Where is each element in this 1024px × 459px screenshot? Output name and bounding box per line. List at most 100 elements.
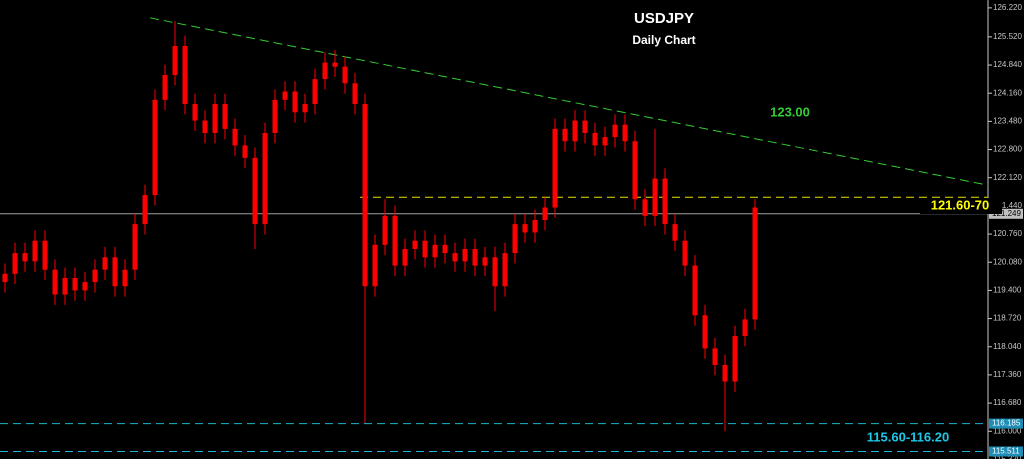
candle-body — [692, 265, 698, 316]
candle-body — [52, 269, 58, 295]
candle-body — [142, 195, 148, 225]
price-tag-box — [989, 446, 1023, 457]
y-tick-label: 120.760 — [993, 229, 1022, 238]
candle-body — [352, 83, 358, 104]
candle-body — [642, 199, 648, 216]
candle-body — [442, 244, 448, 254]
candle-body — [92, 269, 98, 283]
candle-body — [182, 45, 188, 104]
candle-body — [132, 224, 138, 270]
candle-body — [502, 253, 508, 287]
y-tick-label: 123.480 — [993, 116, 1022, 125]
candle-body — [282, 91, 288, 100]
candle-body — [2, 273, 8, 283]
y-tick-label: 116.680 — [993, 398, 1022, 407]
candle-body — [712, 348, 718, 365]
chart-subtitle: Daily Chart — [632, 33, 695, 47]
candle-body — [202, 120, 208, 133]
candle-body — [702, 315, 708, 349]
y-tick-label: 125.520 — [993, 32, 1022, 41]
candle-body — [602, 137, 608, 146]
annotation-bg — [920, 198, 1002, 214]
candle-body — [292, 91, 298, 113]
y-tick-label: 119.400 — [993, 286, 1022, 295]
candle-body — [512, 224, 518, 254]
candle-body — [382, 215, 388, 245]
y-tick-label: 121.440 — [993, 201, 1022, 210]
candle-body — [422, 240, 428, 258]
candle-body — [62, 277, 68, 295]
candle-body — [622, 124, 628, 142]
y-tick-label: 115.320 — [993, 455, 1022, 459]
candle-body — [432, 244, 438, 258]
candle-body — [472, 248, 478, 266]
candle-body — [752, 207, 758, 320]
candle-body — [102, 257, 108, 270]
candle-body — [672, 224, 678, 241]
candle-body — [552, 128, 558, 208]
candle-body — [32, 240, 38, 262]
candle-body — [232, 128, 238, 146]
candle-body — [462, 248, 468, 262]
price-tag-box — [989, 208, 1023, 219]
price-tag-label: 116.185 — [992, 419, 1021, 428]
y-tick-label: 118.040 — [993, 342, 1022, 351]
candle-body — [682, 240, 688, 266]
candle-body — [362, 103, 368, 287]
candle-body — [372, 244, 378, 287]
y-tick-label: 124.160 — [993, 88, 1022, 97]
candle-body — [572, 120, 578, 142]
candle-body — [222, 103, 228, 129]
price-tag-label: 121.249 — [992, 209, 1021, 218]
y-tick-label: 116.000 — [993, 426, 1022, 435]
candle-body — [612, 124, 618, 138]
candle-body — [542, 207, 548, 220]
candle-body — [12, 253, 18, 274]
candle-body — [412, 240, 418, 249]
candle-body — [522, 224, 528, 233]
y-tick-label: 126.220 — [993, 3, 1022, 12]
candle-body — [632, 141, 638, 200]
y-tick-label: 122.120 — [993, 173, 1022, 182]
candle-body — [732, 335, 738, 382]
candle-body — [562, 128, 568, 142]
annotation: 123.00 — [770, 104, 810, 119]
candle-body — [72, 277, 78, 291]
candle-body — [532, 219, 538, 233]
candle-body — [112, 257, 118, 287]
candle-body — [662, 178, 668, 225]
candle-body — [22, 253, 28, 262]
candle-body — [272, 99, 278, 133]
y-tick-label: 118.720 — [993, 314, 1022, 323]
candle-body — [262, 132, 268, 225]
candle-body — [582, 120, 588, 133]
candle-body — [192, 103, 198, 121]
candle-body — [742, 319, 748, 336]
annotation: 121.60-70 — [931, 197, 990, 212]
y-tick-label: 117.360 — [993, 370, 1022, 379]
candle-body — [652, 178, 658, 216]
candle-body — [212, 103, 218, 133]
chart-title: USDJPY — [634, 10, 694, 27]
candle-body — [152, 99, 158, 196]
candle-body — [252, 157, 258, 225]
price-tag-box — [989, 418, 1023, 429]
candle-body — [42, 240, 48, 270]
candle-body — [402, 248, 408, 266]
candle-body — [482, 257, 488, 266]
candle-body — [302, 103, 308, 113]
candle-body — [242, 145, 248, 158]
candle-body — [82, 282, 88, 291]
y-tick-label: 120.080 — [993, 257, 1022, 266]
candle-body — [722, 364, 728, 382]
candle-body — [162, 74, 168, 100]
candle-body — [312, 79, 318, 104]
candle-body — [452, 253, 458, 262]
y-tick-label: 124.840 — [993, 60, 1022, 69]
candle-body — [492, 257, 498, 287]
candle-body — [392, 215, 398, 266]
candle-body — [342, 66, 348, 84]
candle-body — [122, 269, 128, 287]
